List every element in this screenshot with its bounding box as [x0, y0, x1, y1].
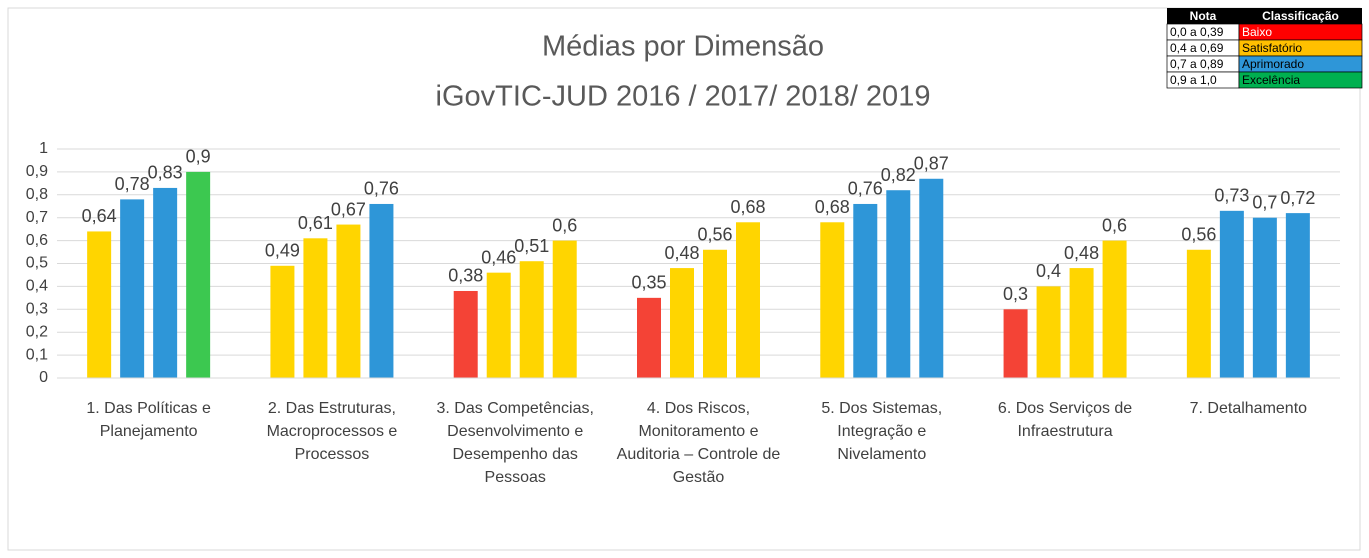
bar: [670, 268, 694, 378]
chart-title: Médias por Dimensão: [542, 31, 824, 63]
x-tick-label: 7. Detalhamento: [1189, 400, 1308, 417]
data-label: 0,49: [265, 241, 300, 261]
y-tick-label: 0,6: [26, 232, 48, 249]
data-label: 0,35: [631, 273, 666, 293]
data-label: 0,68: [815, 197, 850, 217]
bar: [186, 171, 211, 378]
data-label: 0,9: [186, 147, 211, 167]
data-label: 0,61: [298, 213, 333, 233]
y-tick-label: 0,5: [26, 255, 48, 272]
bar: [486, 272, 511, 378]
data-label: 0,68: [730, 197, 765, 217]
bar: [637, 297, 661, 378]
data-label: 0,76: [364, 179, 399, 199]
x-tick-label: 5. Dos Sistemas, Integração e Nivelament…: [821, 400, 943, 463]
table-nota: 0,4 a 0,69: [1170, 41, 1224, 55]
bar: [120, 199, 145, 378]
bar: [1252, 217, 1277, 378]
bar: [1069, 268, 1094, 378]
bar: [369, 203, 394, 378]
table-nota: 0,0 a 0,39: [1170, 25, 1224, 39]
y-tick-label: 0: [39, 369, 48, 386]
bar: [1186, 249, 1211, 378]
data-label: 0,87: [914, 154, 949, 174]
bar: [336, 224, 361, 378]
table-class-cell: [1238, 71, 1363, 89]
y-tick-label: 0,8: [26, 186, 48, 203]
data-label: 0,64: [82, 206, 117, 226]
data-label: 0,7: [1252, 192, 1277, 212]
data-label: 0,72: [1280, 188, 1315, 208]
data-label: 0,83: [148, 163, 183, 183]
data-label: 0,48: [664, 243, 699, 263]
data-label: 0,46: [481, 247, 516, 267]
data-label: 0,6: [552, 215, 577, 235]
chart-subtitle: iGovTIC-JUD 2016 / 2017/ 2018/ 2019: [436, 81, 931, 113]
table-class: Aprimorado: [1242, 57, 1304, 71]
data-label: 0,76: [848, 179, 883, 199]
bar: [736, 222, 760, 378]
y-tick-label: 1: [39, 140, 48, 157]
bar: [820, 222, 845, 378]
bar: [1036, 286, 1061, 378]
table-class: Excelência: [1242, 73, 1300, 87]
y-tick-label: 0,2: [26, 323, 48, 340]
data-label: 0,6: [1102, 215, 1127, 235]
bar: [519, 261, 544, 378]
data-label: 0,48: [1064, 243, 1099, 263]
x-tick-label: 6. Dos Serviços de Infraestrutura: [997, 400, 1133, 440]
table-class: Baixo: [1242, 25, 1272, 39]
table-header: Classificação: [1262, 9, 1339, 23]
bar: [552, 240, 577, 378]
table-class: Satisfatório: [1242, 41, 1302, 55]
data-label: 0,56: [697, 225, 732, 245]
data-label: 0,51: [514, 236, 549, 256]
x-tick-label: 1. Das Políticas e Planejamento: [86, 400, 211, 440]
bar: [886, 190, 911, 378]
x-tick-label: 2. Das Estruturas, Macroprocessos e Proc…: [266, 400, 398, 463]
x-tick-label: 3. Das Competências, Desenvolvimento e D…: [436, 400, 594, 486]
data-label: 0,82: [881, 165, 916, 185]
bar: [1219, 210, 1244, 378]
data-label: 0,78: [115, 174, 150, 194]
table-nota: 0,9 a 1,0: [1170, 73, 1217, 87]
data-label: 0,4: [1036, 261, 1061, 281]
data-label: 0,73: [1214, 186, 1249, 206]
bar: [303, 238, 328, 378]
y-tick-label: 0,9: [26, 163, 48, 180]
bar: [153, 187, 178, 378]
data-label: 0,38: [448, 266, 483, 286]
bar: [1003, 309, 1028, 378]
y-tick-label: 0,3: [26, 301, 48, 318]
bar: [853, 203, 878, 378]
bar: [1285, 213, 1310, 378]
data-label: 0,67: [331, 199, 366, 219]
table-nota: 0,7 a 0,89: [1170, 57, 1224, 71]
bar: [270, 265, 295, 378]
table-header-bg: [1167, 8, 1362, 24]
bar: [87, 231, 112, 378]
bar: [919, 178, 944, 378]
data-label: 0,3: [1003, 284, 1028, 304]
y-tick-label: 0,7: [26, 209, 48, 226]
y-tick-label: 0,1: [26, 346, 48, 363]
x-tick-label: 4. Dos Riscos, Monitoramento e Auditoria…: [616, 400, 781, 486]
y-tick-label: 0,4: [26, 278, 48, 295]
table-header: Nota: [1190, 9, 1217, 23]
data-label: 0,56: [1181, 225, 1216, 245]
bar: [1102, 240, 1127, 378]
bar: [453, 290, 478, 378]
bar: [703, 249, 727, 378]
